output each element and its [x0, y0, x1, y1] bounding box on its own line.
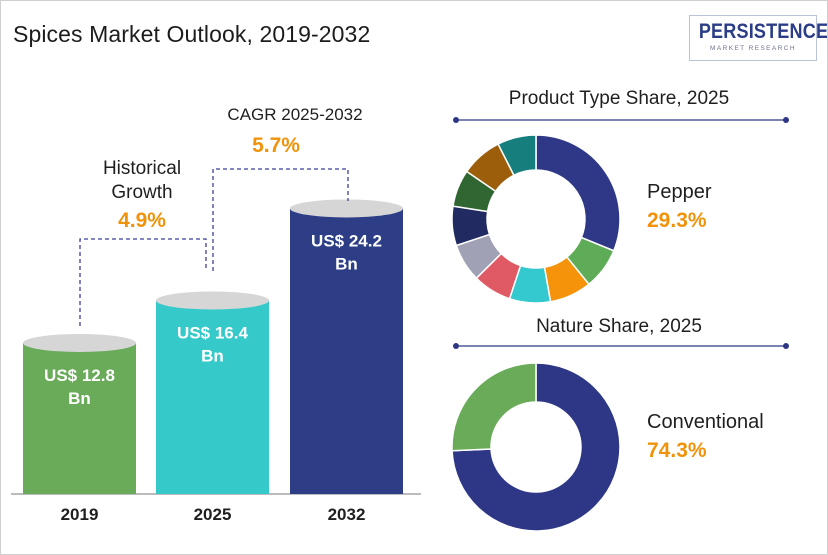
product-title-rule	[453, 117, 789, 123]
bar-2019	[23, 342, 136, 494]
historical-label-line2: Growth	[111, 182, 172, 203]
bar-value-label: US$ 24.2	[311, 231, 382, 250]
logo-wordmark: PERSISTENCE	[698, 20, 828, 43]
historical-connector	[79, 238, 207, 326]
bar-value-label: US$ 12.8	[44, 366, 115, 385]
historical-growth-value: 4.9%	[118, 209, 166, 232]
page-title: Spices Market Outlook, 2019-2032	[13, 21, 371, 47]
nature-title-rule	[453, 343, 789, 349]
product-donut-title: Product Type Share, 2025	[509, 88, 729, 109]
cagr-label: CAGR 2025-2032	[227, 105, 362, 124]
conventional-label: Conventional	[647, 411, 764, 433]
bar-category-label: 2032	[328, 505, 366, 524]
nature-donut-slice	[451, 362, 621, 532]
bar-chart: US$ 12.8 Bn 2019 US$ 16.4 Bn 2025 US$ 24.2 Bn 20…	[11, 199, 421, 524]
nature-donut	[451, 362, 621, 532]
bar-value-label: US$ 16.4	[177, 323, 248, 342]
cagr-value: 5.7%	[252, 134, 300, 157]
nature-donut-slice	[451, 362, 537, 452]
pepper-share-value: 29.3%	[647, 209, 707, 232]
product-type-donut	[451, 134, 621, 304]
logo-tagline: MARKET RESEARCH	[710, 45, 796, 52]
conventional-share-value: 74.3%	[647, 439, 707, 462]
bar-category-label: 2019	[61, 505, 99, 524]
bar-value-label: Bn	[201, 346, 224, 365]
bar-value-label: Bn	[68, 389, 91, 408]
bar-category-label: 2025	[194, 505, 232, 524]
bar-2032	[290, 208, 403, 494]
historical-label-line1: Historical	[103, 158, 181, 179]
product-donut-slice	[535, 134, 621, 252]
cagr-connector	[212, 168, 349, 271]
product-donut-slice	[497, 134, 537, 177]
bar-cap-2032	[290, 199, 403, 218]
persistence-logo: PERSISTENCE MARKET RESEARCH	[689, 15, 828, 61]
pepper-label: Pepper	[647, 181, 712, 203]
bar-value-label: Bn	[335, 254, 358, 273]
bar-2025	[156, 300, 269, 494]
nature-donut-title: Nature Share, 2025	[536, 316, 702, 337]
growth-connectors	[79, 168, 349, 326]
bar-cap-2019	[23, 333, 136, 352]
bar-cap-2025	[156, 291, 269, 310]
